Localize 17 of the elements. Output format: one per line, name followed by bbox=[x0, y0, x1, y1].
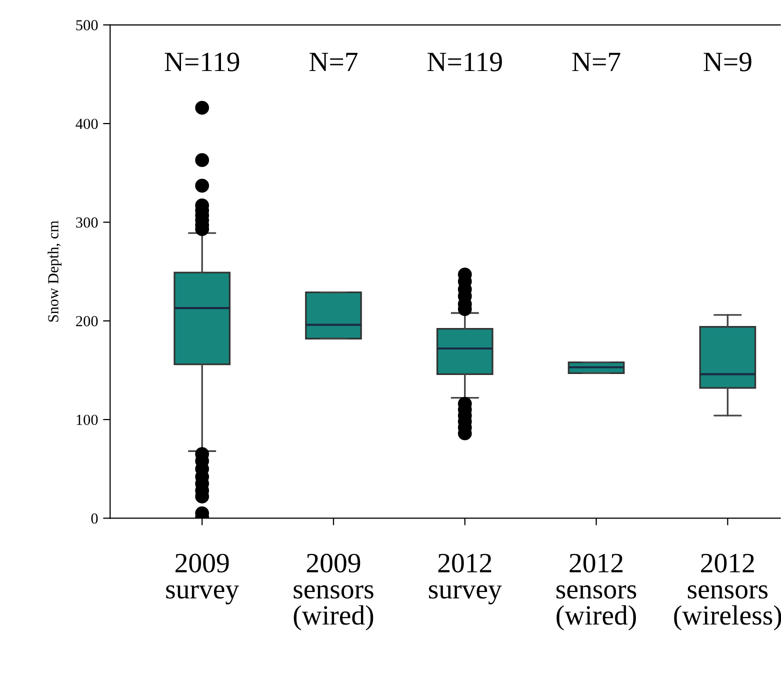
y-tick-label: 200 bbox=[76, 316, 98, 326]
annotation: N=119 bbox=[164, 52, 240, 72]
y-tick-label: 400 bbox=[76, 118, 98, 130]
x-tick-label: 2012 sensors (wireless) bbox=[674, 554, 781, 630]
y-tick-label: 0 bbox=[91, 513, 98, 524]
x-tick-label: 2012 sensors (wired) bbox=[556, 554, 636, 630]
y-tick-label: 500 bbox=[76, 20, 98, 30]
annotation: N=7 bbox=[572, 52, 620, 72]
annotation: N=7 bbox=[309, 52, 358, 72]
x-tick-label: 2009 sensors (wired) bbox=[294, 554, 374, 630]
x-tick-label: 2009 survey bbox=[166, 554, 240, 604]
y-tick-label: 100 bbox=[76, 414, 98, 425]
annotation: N=119 bbox=[428, 52, 502, 72]
y-axis-title: Snow Depth, cm bbox=[48, 220, 62, 322]
x-tick-label: 2012 survey bbox=[428, 554, 502, 604]
y-tick-label: 300 bbox=[76, 217, 98, 228]
annotation: N=9 bbox=[704, 52, 752, 72]
